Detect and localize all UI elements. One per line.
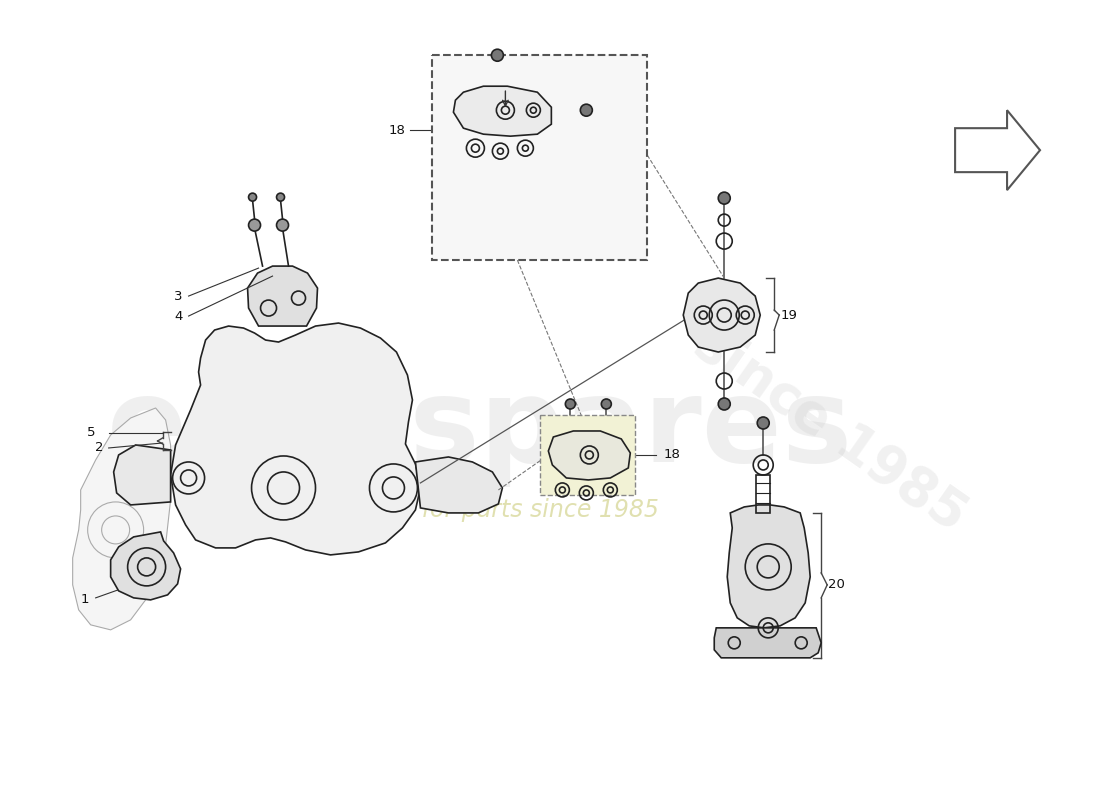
Text: 18: 18: [663, 449, 680, 462]
Polygon shape: [73, 408, 170, 630]
Polygon shape: [714, 628, 822, 658]
Polygon shape: [113, 445, 170, 505]
Circle shape: [602, 399, 612, 409]
Text: eurospares: eurospares: [108, 373, 854, 487]
Circle shape: [249, 219, 261, 231]
Circle shape: [276, 219, 288, 231]
Polygon shape: [453, 86, 551, 136]
Text: 2: 2: [95, 442, 103, 454]
Polygon shape: [170, 323, 420, 555]
Polygon shape: [727, 505, 811, 628]
Circle shape: [276, 193, 285, 201]
FancyBboxPatch shape: [432, 55, 647, 260]
Text: 4: 4: [174, 310, 183, 322]
Polygon shape: [416, 457, 503, 513]
Polygon shape: [111, 532, 180, 600]
Polygon shape: [549, 431, 630, 480]
Circle shape: [718, 398, 730, 410]
Text: 5: 5: [87, 426, 96, 439]
Text: a passion for parts since 1985: a passion for parts since 1985: [302, 498, 659, 522]
Text: 3: 3: [174, 290, 183, 302]
Polygon shape: [683, 278, 760, 352]
Circle shape: [718, 192, 730, 204]
Circle shape: [249, 193, 256, 201]
Polygon shape: [248, 266, 318, 326]
Bar: [756, 475, 770, 513]
Polygon shape: [955, 110, 1040, 190]
Circle shape: [565, 399, 575, 409]
Circle shape: [492, 50, 504, 62]
Circle shape: [581, 104, 592, 116]
Text: since 1985: since 1985: [684, 317, 976, 542]
Circle shape: [757, 417, 769, 429]
Text: 18: 18: [388, 124, 406, 137]
FancyBboxPatch shape: [540, 415, 636, 495]
Text: 20: 20: [828, 578, 845, 591]
Text: 1: 1: [80, 594, 89, 606]
Text: 19: 19: [780, 309, 798, 322]
